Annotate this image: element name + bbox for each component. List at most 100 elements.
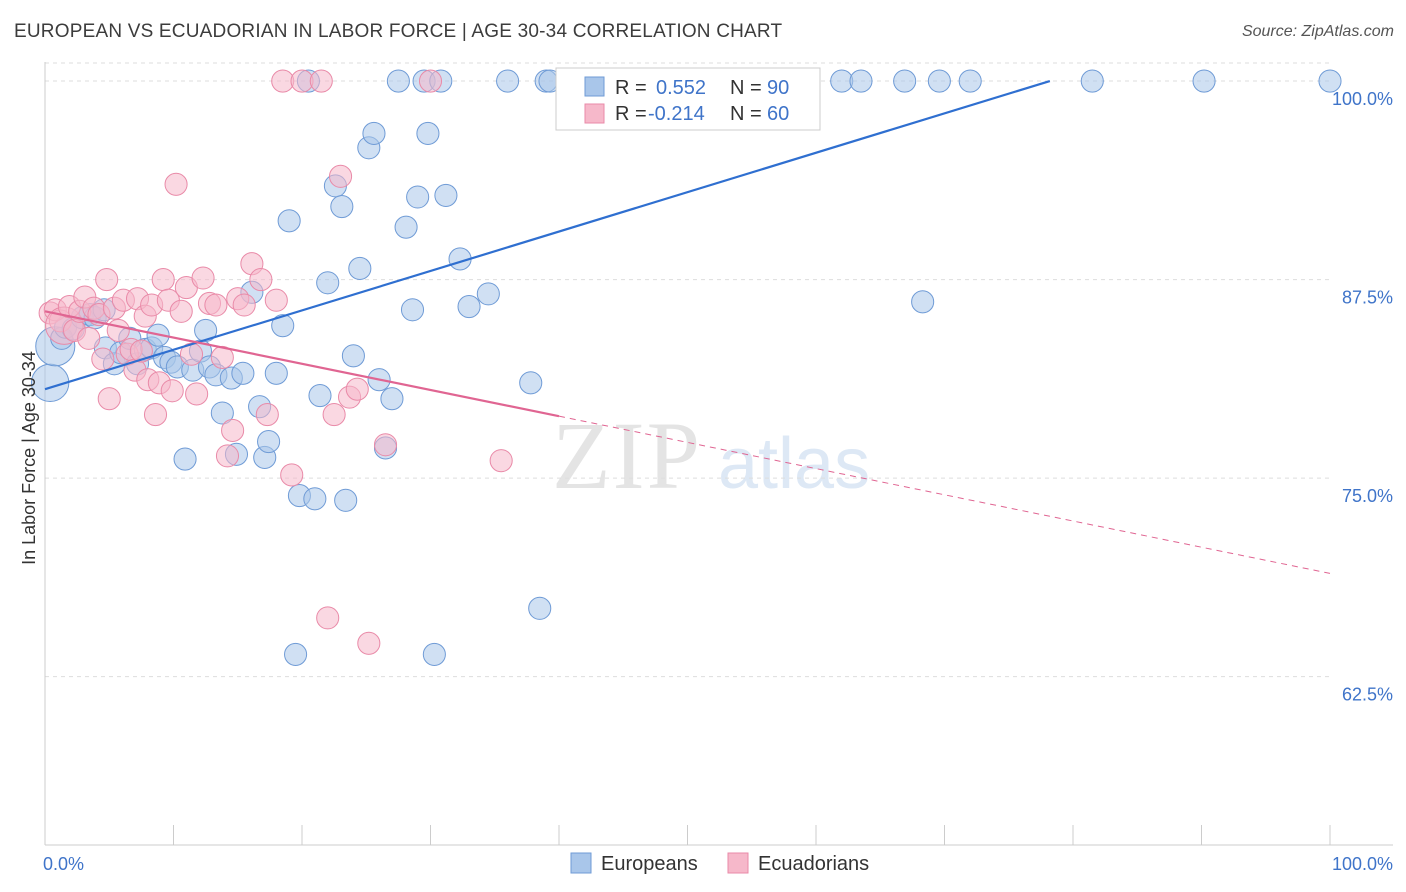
- european-point: [316, 271, 340, 295]
- european-point: [303, 487, 327, 511]
- european-point: [849, 69, 873, 93]
- european-point: [330, 194, 354, 219]
- european-point: [334, 488, 358, 512]
- ecuadorian-point: [345, 377, 369, 401]
- ecuadorian-point: [418, 69, 443, 93]
- european-point: [257, 430, 281, 454]
- y-tick-label: 87.5%: [1342, 288, 1393, 308]
- source-label: Source: ZipAtlas.com: [1241, 23, 1394, 40]
- legend-r-value-ecuadorians: -0.214: [648, 103, 705, 125]
- european-point: [893, 69, 917, 93]
- ecuadorian-point: [210, 345, 234, 369]
- legend-n-value-ecuadorians: 60: [767, 103, 789, 125]
- european-point: [927, 69, 951, 93]
- ecuadorian-point: [357, 631, 381, 655]
- ecuadorian-point: [185, 382, 209, 406]
- ecuadorian-point: [106, 318, 130, 342]
- european-point: [416, 121, 440, 146]
- european-point: [194, 318, 218, 342]
- trend-layer: [44, 80, 1331, 574]
- ecuadorian-point: [204, 293, 228, 317]
- legend-swatch-europeans: [584, 76, 605, 97]
- ecuadorian-point: [264, 288, 288, 312]
- legend-top: R = 0.552 N = 90 R = -0.214 N = 60: [555, 67, 821, 131]
- european-point: [348, 256, 372, 281]
- ecuadorian-point: [255, 403, 279, 427]
- ecuadorian-point: [489, 449, 513, 473]
- legend-bottom-swatch-europeans: [570, 852, 592, 874]
- european-point: [173, 447, 197, 471]
- chart-title: EUROPEAN VS ECUADORIAN IN LABOR FORCE | …: [14, 21, 783, 42]
- european-point: [528, 596, 552, 620]
- legend-r-label-ecuadorians: R =: [615, 103, 647, 125]
- ecuadorian-point: [77, 326, 101, 350]
- legend-n-label-ecuadorians: N =: [730, 103, 762, 125]
- european-point: [911, 290, 935, 314]
- ecuadorian-point: [249, 268, 273, 292]
- trendline-ecuadorians: [44, 310, 560, 418]
- trendline-europeans: [44, 80, 1051, 391]
- ecuadorian-point: [169, 299, 193, 323]
- legend-bottom: Europeans Ecuadorians: [570, 852, 869, 875]
- y-tick-label: 100.0%: [1332, 89, 1393, 109]
- european-point: [1080, 69, 1104, 93]
- ecuadorian-point: [191, 266, 215, 290]
- european-point: [400, 298, 425, 322]
- ecuadorian-point: [280, 463, 304, 487]
- legend-bottom-swatch-ecuadorians: [727, 852, 749, 874]
- european-point: [394, 215, 418, 239]
- points-layer: [30, 69, 1342, 666]
- european-point: [434, 183, 458, 207]
- y-tick-label: 75.0%: [1342, 486, 1393, 506]
- european-point: [271, 314, 295, 338]
- ecuadorian-point: [221, 418, 245, 443]
- european-point: [277, 209, 301, 233]
- x-tick-label: 100.0%: [1332, 854, 1393, 874]
- legend-n-label-europeans: N =: [730, 77, 762, 99]
- y-tick-label: 62.5%: [1342, 685, 1393, 705]
- ecuadorian-point: [316, 606, 340, 630]
- ecuadorian-point: [97, 387, 121, 411]
- european-point: [210, 401, 234, 425]
- ecuadorian-point: [373, 433, 398, 457]
- watermark-zip: ZIP: [552, 402, 702, 509]
- y-axis-label: In Labor Force | Age 30-34: [19, 351, 39, 565]
- legend-bottom-label-ecuadorians: Ecuadorians: [758, 853, 869, 875]
- european-point: [380, 387, 404, 411]
- european-point: [231, 361, 255, 385]
- legend-n-value-europeans: 90: [767, 77, 789, 99]
- european-point: [1192, 69, 1216, 93]
- axis-layer: 100.0% 87.5% 75.0% 62.5% 0.0% 100.0%: [43, 62, 1393, 874]
- ecuadorian-point: [129, 339, 153, 363]
- european-point: [308, 383, 332, 408]
- legend-bottom-label-europeans: Europeans: [601, 853, 698, 875]
- european-point: [496, 69, 520, 93]
- ecuadorian-point: [143, 403, 168, 427]
- european-point: [284, 642, 308, 666]
- european-point: [958, 69, 982, 93]
- watermark-atlas: atlas: [718, 424, 870, 504]
- european-point: [519, 371, 543, 395]
- ecuadorian-point: [164, 172, 188, 196]
- european-point: [476, 282, 500, 306]
- ecuadorian-point: [322, 403, 346, 427]
- european-point: [386, 69, 410, 93]
- european-point: [1318, 69, 1342, 93]
- ecuadorian-point: [151, 268, 175, 292]
- ecuadorian-point: [329, 164, 353, 188]
- x-tick-label: 0.0%: [43, 854, 84, 874]
- ecuadorian-point: [232, 293, 256, 317]
- european-point: [362, 121, 386, 146]
- ecuadorian-point: [215, 444, 240, 468]
- european-point: [457, 295, 481, 319]
- european-point: [406, 185, 430, 209]
- european-point: [341, 344, 365, 368]
- ecuadorian-point: [91, 347, 115, 371]
- ecuadorian-point: [160, 379, 184, 403]
- legend-r-label-europeans: R =: [615, 77, 647, 99]
- european-point: [422, 642, 446, 666]
- legend-r-value-europeans: 0.552: [656, 77, 706, 99]
- legend-swatch-ecuadorians: [584, 103, 605, 124]
- ecuadorian-point: [95, 268, 119, 292]
